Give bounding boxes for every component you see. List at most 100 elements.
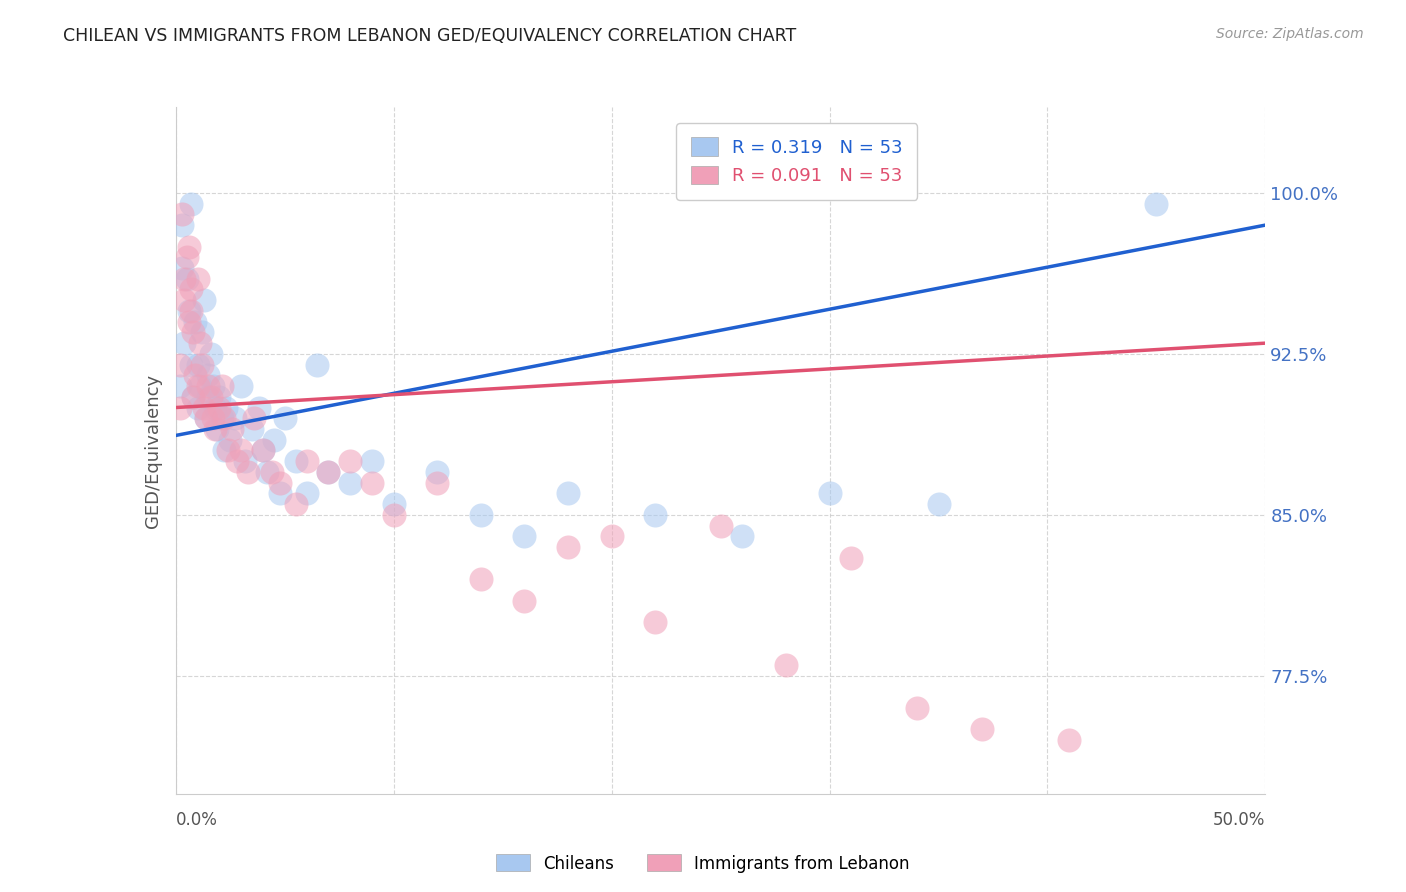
Point [211,379,233,393]
Point [180,358,202,372]
Point [181,326,204,340]
Point [339,454,361,468]
Point [236,465,259,479]
Point [188,379,211,393]
Point [247,401,270,415]
Point [818,486,841,500]
Point [188,336,211,351]
Point [269,486,291,500]
Point [284,497,307,511]
Legend: Chileans, Immigrants from Lebanon: Chileans, Immigrants from Lebanon [489,847,917,880]
Point [184,368,207,383]
Point [176,250,198,264]
Point [201,379,224,393]
Point [177,239,200,253]
Point [263,433,285,447]
Point [339,475,361,490]
Point [169,379,191,393]
Point [201,411,224,425]
Point [186,379,209,393]
Point [169,401,191,415]
Point [208,390,231,404]
Point [224,411,246,425]
Point [710,518,733,533]
Point [197,390,219,404]
Point [177,304,200,318]
Point [180,304,202,318]
Point [212,411,235,425]
Text: 50.0%: 50.0% [1213,811,1265,829]
Point [240,422,263,436]
Point [269,475,291,490]
Point [211,411,233,425]
Point [195,411,218,425]
Point [470,572,492,586]
Point [225,454,247,468]
Point [513,529,536,543]
Point [557,486,579,500]
Y-axis label: GED/Equivalency: GED/Equivalency [143,374,162,527]
Point [1057,733,1080,747]
Point [176,271,198,285]
Point [231,379,253,393]
Point [181,390,204,404]
Point [426,465,449,479]
Point [470,508,492,522]
Point [274,411,297,425]
Point [197,379,219,393]
Point [186,271,209,285]
Point [180,196,202,211]
Point [307,358,329,372]
Legend: R = 0.319   N = 53, R = 0.091   N = 53: R = 0.319 N = 53, R = 0.091 N = 53 [676,123,917,200]
Point [169,358,191,372]
Point [252,443,274,458]
Point [1144,196,1167,211]
Text: Source: ZipAtlas.com: Source: ZipAtlas.com [1216,27,1364,41]
Point [191,326,214,340]
Point [382,497,405,511]
Point [197,368,219,383]
Point [172,207,194,221]
Point [382,508,405,522]
Point [318,465,340,479]
Point [186,401,209,415]
Point [557,540,579,554]
Point [260,465,283,479]
Text: CHILEAN VS IMMIGRANTS FROM LEBANON GED/EQUIVALENCY CORRELATION CHART: CHILEAN VS IMMIGRANTS FROM LEBANON GED/E… [63,27,797,45]
Point [200,347,222,361]
Point [172,218,194,232]
Point [193,401,215,415]
Point [205,422,228,436]
Point [252,443,274,458]
Point [295,454,318,468]
Point [513,593,536,607]
Point [841,550,863,565]
Point [204,422,226,436]
Point [235,454,257,468]
Point [284,454,307,468]
Point [644,508,666,522]
Point [426,475,449,490]
Point [295,486,318,500]
Point [173,293,195,308]
Point [775,658,797,673]
Point [173,336,195,351]
Point [256,465,278,479]
Point [173,271,195,285]
Point [318,465,340,479]
Point [193,293,215,308]
Point [208,401,231,415]
Point [186,358,209,372]
Point [231,443,253,458]
Point [204,401,226,415]
Point [970,723,993,737]
Point [360,475,382,490]
Point [177,315,200,329]
Text: 0.0%: 0.0% [176,811,218,829]
Point [644,615,666,629]
Point [184,315,207,329]
Point [200,390,222,404]
Point [219,433,242,447]
Point [195,411,218,425]
Point [360,454,382,468]
